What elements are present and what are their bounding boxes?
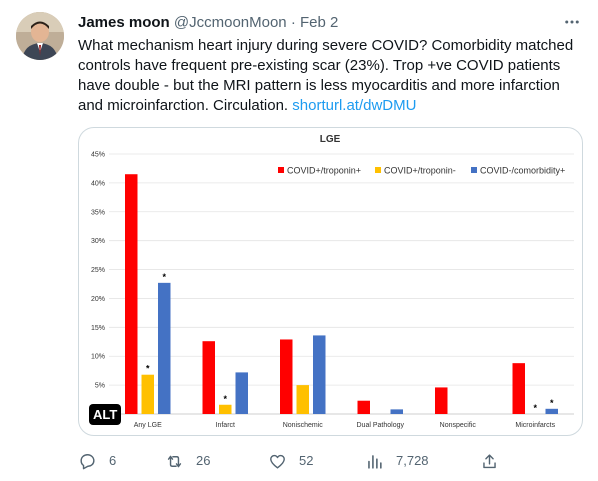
bar [512,363,525,414]
like-icon [270,454,285,469]
category-label: Nonspecific [440,422,477,429]
views-icon [368,454,382,469]
y-tick-label: 25% [91,267,105,274]
lge-bar-chart: LGE 0%5%10%15%20%25%30%35%40%45% Any LGE… [91,134,574,429]
legend-swatch [375,167,381,173]
tweet-text: What mechanism heart injury during sever… [78,36,578,116]
tweet-header: James moon @JccmoonMoon · Feb 2 [78,13,338,33]
y-tick-label: 5% [95,383,105,390]
significance-star: * [533,403,537,413]
retweet-icon [167,455,182,467]
bar [296,385,309,414]
views-count: 7,728 [396,453,429,468]
author-handle[interactable]: @JccmoonMoon [173,14,287,31]
reply-button[interactable]: 6 [78,447,116,475]
bar [235,372,248,414]
significance-star: * [223,394,227,404]
bar [125,174,138,414]
share-icon [483,453,496,468]
y-tick-label: 45% [91,152,105,159]
bar [141,374,154,414]
category-label: Nonischemic [283,422,324,429]
like-count: 52 [299,453,314,468]
significance-star: * [162,272,166,282]
y-tick-label: 20% [91,296,105,303]
bar [219,404,232,414]
legend-label: COVID-/comorbidity+ [480,166,565,176]
y-tick-label: 35% [91,209,105,216]
tweet-media-chart[interactable]: LGE 0%5%10%15%20%25%30%35%40%45% Any LGE… [78,127,583,436]
bar [158,282,171,414]
legend-swatch [278,167,284,173]
bar [545,408,558,414]
category-label: Dual Pathology [357,422,405,429]
y-tick-label: 30% [91,238,105,245]
bar [435,387,448,414]
y-tick-label: 15% [91,325,105,332]
category-label: Infarct [216,422,236,429]
y-tick-label: 40% [91,180,105,187]
alt-badge[interactable]: ALT [89,404,122,425]
bar [313,335,326,414]
reply-icon [80,453,95,469]
y-axis-ticks: 0%5%10%15%20%25%30%35%40%45% [91,152,105,419]
tweet-date[interactable]: Feb 2 [300,14,339,31]
chart-title: LGE [320,134,341,145]
avatar[interactable] [16,12,64,60]
bar [202,341,215,414]
retweet-count: 26 [196,453,211,468]
views-button[interactable]: 7,728 [365,447,429,475]
category-label: Any LGE [134,422,162,429]
significance-star: * [146,364,150,374]
legend-label: COVID+/troponin- [384,166,456,176]
header-separator: · [290,14,296,31]
retweet-button[interactable]: 26 [165,447,210,475]
significance-markers: * * * * * [146,272,554,413]
chart-bars [125,174,558,414]
tweet-actions: 6 26 52 7,728 [78,447,578,475]
chart-legend: COVID+/troponin+ COVID+/troponin- COVID-/c… [278,166,565,176]
category-labels: Any LGE Infarct Nonischemic Dual Pathology N… [134,422,556,429]
tweet-link[interactable]: shorturl.at/dwDMU [292,97,417,114]
y-tick-label: 10% [91,354,105,361]
bar [280,339,293,414]
reply-count: 6 [109,453,117,468]
category-label: Microinfarcts [515,422,555,429]
legend-label: COVID+/troponin+ [287,166,361,176]
bar [357,400,370,414]
author-name[interactable]: James moon [78,14,170,31]
significance-star: * [550,398,554,408]
chart-grid [109,153,574,415]
like-button[interactable]: 52 [268,447,313,475]
legend-swatch [471,167,477,173]
more-icon[interactable] [560,12,584,32]
tweet-body: What mechanism heart injury during sever… [78,37,574,114]
bar [390,409,403,414]
share-button[interactable] [480,447,511,475]
